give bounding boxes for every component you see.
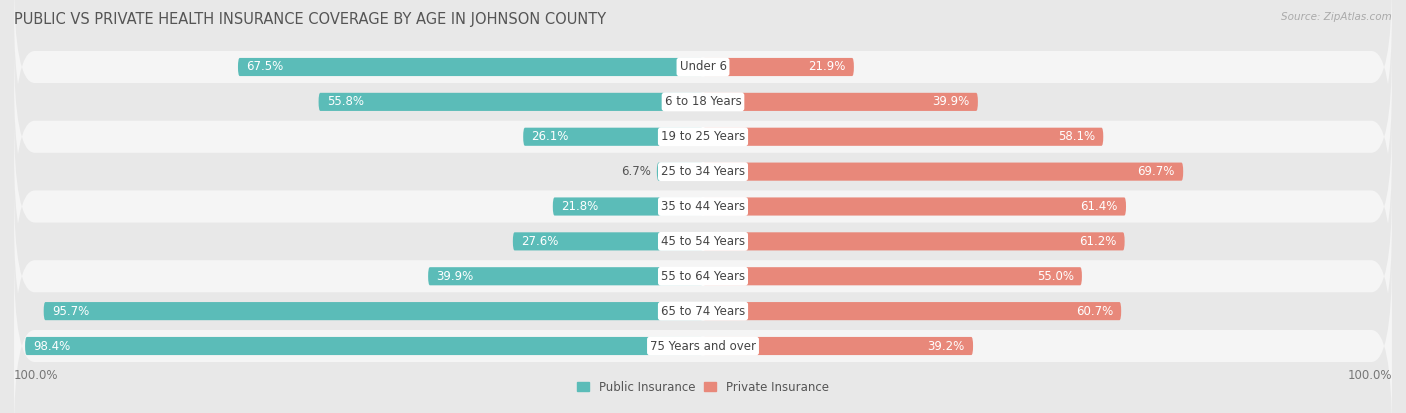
- Text: 35 to 44 Years: 35 to 44 Years: [661, 200, 745, 213]
- FancyBboxPatch shape: [703, 197, 1126, 216]
- FancyBboxPatch shape: [703, 302, 1121, 320]
- FancyBboxPatch shape: [703, 93, 979, 111]
- FancyBboxPatch shape: [319, 93, 703, 111]
- Text: PUBLIC VS PRIVATE HEALTH INSURANCE COVERAGE BY AGE IN JOHNSON COUNTY: PUBLIC VS PRIVATE HEALTH INSURANCE COVER…: [14, 12, 606, 27]
- FancyBboxPatch shape: [14, 223, 1392, 400]
- Text: Under 6: Under 6: [679, 60, 727, 74]
- Text: 55 to 64 Years: 55 to 64 Years: [661, 270, 745, 283]
- Text: 95.7%: 95.7%: [52, 305, 89, 318]
- Text: 67.5%: 67.5%: [246, 60, 284, 74]
- Text: 39.2%: 39.2%: [928, 339, 965, 353]
- Text: 100.0%: 100.0%: [14, 369, 59, 382]
- FancyBboxPatch shape: [513, 232, 703, 250]
- Text: 69.7%: 69.7%: [1137, 165, 1175, 178]
- FancyBboxPatch shape: [657, 163, 703, 181]
- FancyBboxPatch shape: [14, 257, 1392, 413]
- FancyBboxPatch shape: [14, 188, 1392, 365]
- Text: Source: ZipAtlas.com: Source: ZipAtlas.com: [1281, 12, 1392, 22]
- Text: 60.7%: 60.7%: [1076, 305, 1114, 318]
- FancyBboxPatch shape: [14, 83, 1392, 260]
- FancyBboxPatch shape: [703, 163, 1184, 181]
- Text: 55.0%: 55.0%: [1036, 270, 1074, 283]
- FancyBboxPatch shape: [14, 153, 1392, 330]
- FancyBboxPatch shape: [553, 197, 703, 216]
- Text: 21.9%: 21.9%: [808, 60, 845, 74]
- Text: 98.4%: 98.4%: [34, 339, 70, 353]
- FancyBboxPatch shape: [703, 267, 1083, 285]
- FancyBboxPatch shape: [703, 232, 1125, 250]
- FancyBboxPatch shape: [523, 128, 703, 146]
- FancyBboxPatch shape: [427, 267, 703, 285]
- Text: 39.9%: 39.9%: [932, 95, 970, 108]
- FancyBboxPatch shape: [703, 337, 973, 355]
- Text: 45 to 54 Years: 45 to 54 Years: [661, 235, 745, 248]
- Text: 25 to 34 Years: 25 to 34 Years: [661, 165, 745, 178]
- Text: 61.4%: 61.4%: [1080, 200, 1118, 213]
- Text: 27.6%: 27.6%: [522, 235, 558, 248]
- FancyBboxPatch shape: [25, 337, 703, 355]
- Text: 19 to 25 Years: 19 to 25 Years: [661, 130, 745, 143]
- Text: 6.7%: 6.7%: [621, 165, 651, 178]
- FancyBboxPatch shape: [14, 118, 1392, 295]
- FancyBboxPatch shape: [703, 58, 853, 76]
- FancyBboxPatch shape: [14, 13, 1392, 190]
- Text: 75 Years and over: 75 Years and over: [650, 339, 756, 353]
- Text: 55.8%: 55.8%: [326, 95, 364, 108]
- Text: 65 to 74 Years: 65 to 74 Years: [661, 305, 745, 318]
- Text: 58.1%: 58.1%: [1057, 130, 1095, 143]
- Legend: Public Insurance, Private Insurance: Public Insurance, Private Insurance: [572, 376, 834, 399]
- FancyBboxPatch shape: [238, 58, 703, 76]
- Text: 61.2%: 61.2%: [1078, 235, 1116, 248]
- Text: 39.9%: 39.9%: [436, 270, 474, 283]
- Text: 21.8%: 21.8%: [561, 200, 599, 213]
- FancyBboxPatch shape: [14, 0, 1392, 156]
- Text: 6 to 18 Years: 6 to 18 Years: [665, 95, 741, 108]
- FancyBboxPatch shape: [703, 128, 1104, 146]
- FancyBboxPatch shape: [44, 302, 703, 320]
- Text: 26.1%: 26.1%: [531, 130, 569, 143]
- Text: 100.0%: 100.0%: [1347, 369, 1392, 382]
- FancyBboxPatch shape: [14, 48, 1392, 225]
